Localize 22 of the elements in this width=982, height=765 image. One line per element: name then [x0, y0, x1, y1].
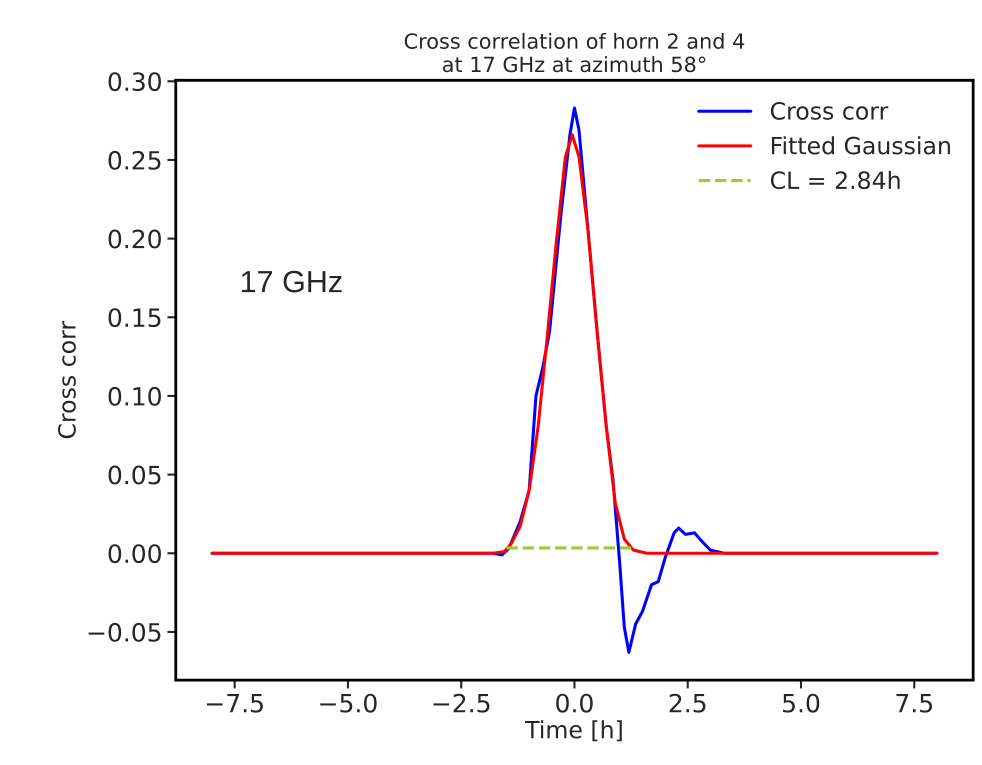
- x-tick-label: −2.5: [434, 694, 490, 713]
- x-tick-label: 0.0: [556, 694, 593, 713]
- legend-label: CL = 2.84h: [770, 170, 900, 190]
- y-tick-label: 0.10: [108, 386, 161, 406]
- x-tick-label: −7.5: [206, 694, 263, 713]
- x-tick-label: −5.0: [320, 694, 377, 713]
- y-tick-label: 0.05: [108, 466, 160, 484]
- y-tick-label: 0.15: [108, 308, 160, 328]
- chart-title: Cross correlation of horn 2 and 4 at 17 GHz at azimuth 58°: [404, 32, 744, 72]
- y-tick-label: −0.05: [88, 622, 160, 642]
- legend-label: Cross corr: [770, 102, 888, 120]
- y-tick-label: 0.25: [108, 150, 160, 170]
- x-tick-label: 5.0: [783, 694, 820, 713]
- y-tick-label: 0.30: [108, 72, 161, 92]
- y-tick-label: 0.00: [108, 544, 161, 564]
- annotation: 17 GHz: [242, 270, 342, 292]
- y-tick-label: 0.20: [108, 230, 161, 248]
- legend-label: Fitted Gaussian: [772, 136, 950, 155]
- x-tick-label: 7.5: [896, 694, 932, 713]
- x-tick-label: 2.5: [670, 694, 706, 713]
- y-axis-title: Cross corr: [58, 320, 76, 438]
- x-axis-title: Time [h]: [525, 720, 622, 742]
